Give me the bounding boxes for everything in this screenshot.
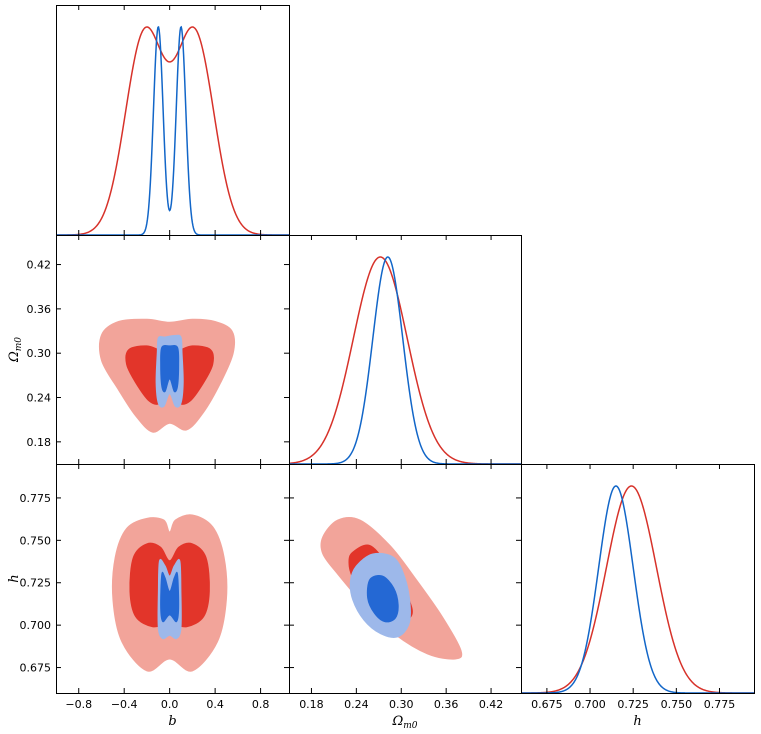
xtick-label-Om-0: 0.18 bbox=[299, 698, 324, 711]
xtick-label-Om-4: 0.42 bbox=[479, 698, 504, 711]
xtick-label-h-1: 0.700 bbox=[574, 698, 606, 711]
tick-marks-layer bbox=[56, 5, 720, 693]
blue-posterior-h bbox=[521, 485, 754, 694]
ytick-label-Om-0: 0.18 bbox=[27, 436, 52, 449]
tick-labels-layer: −0.8 −0.4 0.0 0.4 0.8 0.18 0.24 0.30 0.36 0.42 0.6… bbox=[7, 259, 735, 731]
xtick-label-h-2: 0.725 bbox=[617, 698, 649, 711]
xlabel-Om: Ωm0 bbox=[391, 714, 417, 731]
xlabel-h: h bbox=[633, 714, 641, 729]
ytick-label-h-3: 0.750 bbox=[20, 534, 52, 547]
blue-posterior-b bbox=[56, 25, 289, 236]
ylabel-h: h bbox=[7, 574, 22, 582]
xtick-label-b-1: −0.4 bbox=[111, 698, 138, 711]
ytick-label-Om-1: 0.24 bbox=[27, 392, 52, 405]
xtick-label-Om-3: 0.36 bbox=[434, 698, 459, 711]
red-posterior-h bbox=[521, 485, 754, 694]
xtick-label-h-0: 0.675 bbox=[531, 698, 563, 711]
red-posterior-b bbox=[56, 26, 289, 236]
blue-inner-contour-Om-h bbox=[366, 574, 399, 623]
ytick-label-h-2: 0.725 bbox=[20, 577, 52, 590]
xtick-label-h-3: 0.750 bbox=[661, 698, 693, 711]
panel-frame-0-0 bbox=[56, 5, 290, 236]
xtick-label-Om-2: 0.30 bbox=[389, 698, 414, 711]
blue-inner-contour-b-Om bbox=[160, 344, 180, 393]
ytick-label-h-4: 0.775 bbox=[20, 492, 52, 505]
xtick-label-b-2: 0.0 bbox=[161, 698, 179, 711]
xtick-label-b-3: 0.4 bbox=[206, 698, 224, 711]
xlabel-b: b bbox=[168, 714, 176, 729]
blue-posterior-Om bbox=[289, 256, 521, 465]
ytick-label-h-0: 0.675 bbox=[20, 662, 52, 675]
ytick-label-Om-4: 0.42 bbox=[27, 259, 52, 272]
xtick-label-Om-1: 0.24 bbox=[344, 698, 369, 711]
panel-frame-2-2 bbox=[521, 464, 755, 694]
xtick-label-h-4: 0.775 bbox=[704, 698, 736, 711]
xtick-label-b-0: −0.8 bbox=[65, 698, 92, 711]
ylabel-Om: Ωm0 bbox=[7, 337, 24, 363]
blue-inner-contour-b-h bbox=[160, 571, 180, 623]
xtick-label-b-4: 0.8 bbox=[252, 698, 270, 711]
panel-frames-layer bbox=[56, 5, 755, 694]
ytick-label-Om-3: 0.36 bbox=[27, 303, 52, 316]
panel-frame-1-1 bbox=[289, 235, 522, 465]
ytick-label-Om-2: 0.30 bbox=[27, 347, 52, 360]
contour-fills-layer bbox=[98, 318, 463, 672]
ytick-label-h-1: 0.700 bbox=[20, 619, 52, 632]
